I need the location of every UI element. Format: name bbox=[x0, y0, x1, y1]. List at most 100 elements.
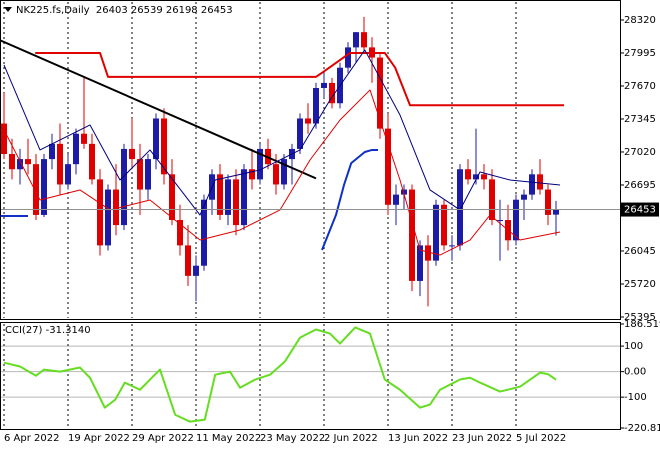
y-tick-label: 26045 bbox=[624, 246, 656, 257]
x-tick-label: 2 Jun 2022 bbox=[324, 433, 378, 444]
candle-body bbox=[385, 128, 391, 205]
x-tick-label: 5 Jul 2022 bbox=[516, 433, 566, 444]
candle-body bbox=[41, 159, 47, 215]
cci-pane-frame bbox=[0, 322, 621, 430]
candle-body bbox=[529, 174, 535, 195]
candle-body bbox=[425, 245, 431, 261]
candle-body bbox=[241, 169, 247, 226]
y-tick-label: 27020 bbox=[624, 147, 656, 158]
candle-body bbox=[465, 169, 471, 180]
candle-body bbox=[217, 174, 223, 215]
y-tick-label: 186.5198 bbox=[624, 319, 660, 330]
candle-body bbox=[81, 133, 87, 144]
candle-body bbox=[553, 209, 559, 215]
candle-body bbox=[193, 265, 199, 276]
y-tick-label: 100 bbox=[624, 341, 643, 352]
y-tick-label: 27670 bbox=[624, 81, 656, 92]
x-tick-label: 13 Jun 2022 bbox=[388, 433, 448, 444]
candle-body bbox=[249, 169, 255, 180]
candle-body bbox=[57, 143, 63, 185]
candle-body bbox=[89, 143, 95, 180]
candle-body bbox=[129, 148, 135, 160]
candle-body bbox=[281, 159, 287, 185]
candle-body bbox=[353, 32, 359, 48]
candle-body bbox=[313, 88, 319, 124]
candle-body bbox=[1, 123, 7, 155]
candle-body bbox=[225, 179, 231, 215]
candle-body bbox=[273, 164, 279, 185]
candle-body bbox=[473, 174, 479, 180]
candle-body bbox=[345, 47, 351, 68]
last-price-label: 26453 bbox=[624, 205, 656, 216]
candle-body bbox=[33, 164, 39, 215]
line bbox=[3, 49, 561, 216]
y-tick-label: 28320 bbox=[624, 15, 656, 26]
y-tick-label: 27995 bbox=[624, 48, 656, 59]
line bbox=[35, 51, 564, 107]
candle-body bbox=[177, 220, 183, 246]
candle-body bbox=[9, 154, 15, 170]
candle-body bbox=[481, 174, 487, 180]
candle-body bbox=[185, 245, 191, 276]
x-tick-label: 6 Apr 2022 bbox=[4, 433, 59, 444]
pane-0 bbox=[1, 2, 620, 318]
candle-body bbox=[497, 220, 503, 222]
candle-body bbox=[105, 189, 111, 246]
candle-body bbox=[113, 189, 119, 226]
candle-body bbox=[49, 143, 55, 160]
candle-body bbox=[73, 133, 79, 165]
candle-body bbox=[257, 148, 263, 180]
x-tick-label: 23 May 2022 bbox=[260, 433, 325, 444]
candle-body bbox=[137, 159, 143, 190]
y-tick-label: -220.811 bbox=[624, 423, 660, 434]
candle-body bbox=[489, 179, 495, 221]
price-pane-frame bbox=[0, 0, 621, 320]
candle-body bbox=[233, 179, 239, 226]
y-tick-label: 0.00 bbox=[624, 367, 646, 378]
candle-body bbox=[449, 245, 455, 247]
candle-body bbox=[329, 82, 335, 104]
last-price-box bbox=[621, 202, 659, 217]
line bbox=[1, 39, 317, 180]
candle-body bbox=[393, 194, 399, 205]
candle-body bbox=[145, 159, 151, 190]
candle-body bbox=[513, 199, 519, 241]
candle-body bbox=[537, 174, 543, 190]
candle-body bbox=[457, 169, 463, 246]
y-tick-label: -100 bbox=[624, 392, 647, 403]
candle-body bbox=[401, 189, 407, 195]
pane-1 bbox=[1, 324, 620, 428]
candle-body bbox=[321, 82, 327, 89]
indicator-title: CCI(27) -31.3140 bbox=[5, 325, 91, 336]
candle-body bbox=[97, 179, 103, 246]
candle-body bbox=[153, 118, 159, 160]
candle-body bbox=[377, 57, 383, 129]
candle-body bbox=[161, 118, 167, 175]
line bbox=[3, 326, 557, 423]
y-tick-label: 27345 bbox=[624, 114, 656, 125]
line bbox=[1, 148, 378, 251]
x-tick-label: 23 Jun 2022 bbox=[452, 433, 512, 444]
candle-body bbox=[417, 245, 423, 281]
menu-arrow[interactable] bbox=[4, 7, 12, 12]
line bbox=[3, 89, 561, 256]
x-tick-label: 19 Apr 2022 bbox=[68, 433, 130, 444]
x-tick-label: 11 May 2022 bbox=[196, 433, 261, 444]
candle-body bbox=[297, 118, 303, 149]
candle-body bbox=[201, 199, 207, 266]
candle-body bbox=[65, 164, 71, 185]
y-tick-label: 25720 bbox=[624, 279, 656, 290]
candle-body bbox=[121, 148, 127, 226]
y-tick-label: 26695 bbox=[624, 180, 656, 191]
candle-body bbox=[521, 194, 527, 200]
candle-body bbox=[545, 189, 551, 215]
candle-body bbox=[17, 159, 23, 170]
x-tick-label: 29 Apr 2022 bbox=[132, 433, 194, 444]
candle-body bbox=[25, 159, 31, 165]
candle-body bbox=[361, 32, 367, 48]
candle-body bbox=[169, 174, 175, 221]
candle-body bbox=[305, 118, 311, 124]
y-tick-label: 25395 bbox=[624, 312, 656, 323]
